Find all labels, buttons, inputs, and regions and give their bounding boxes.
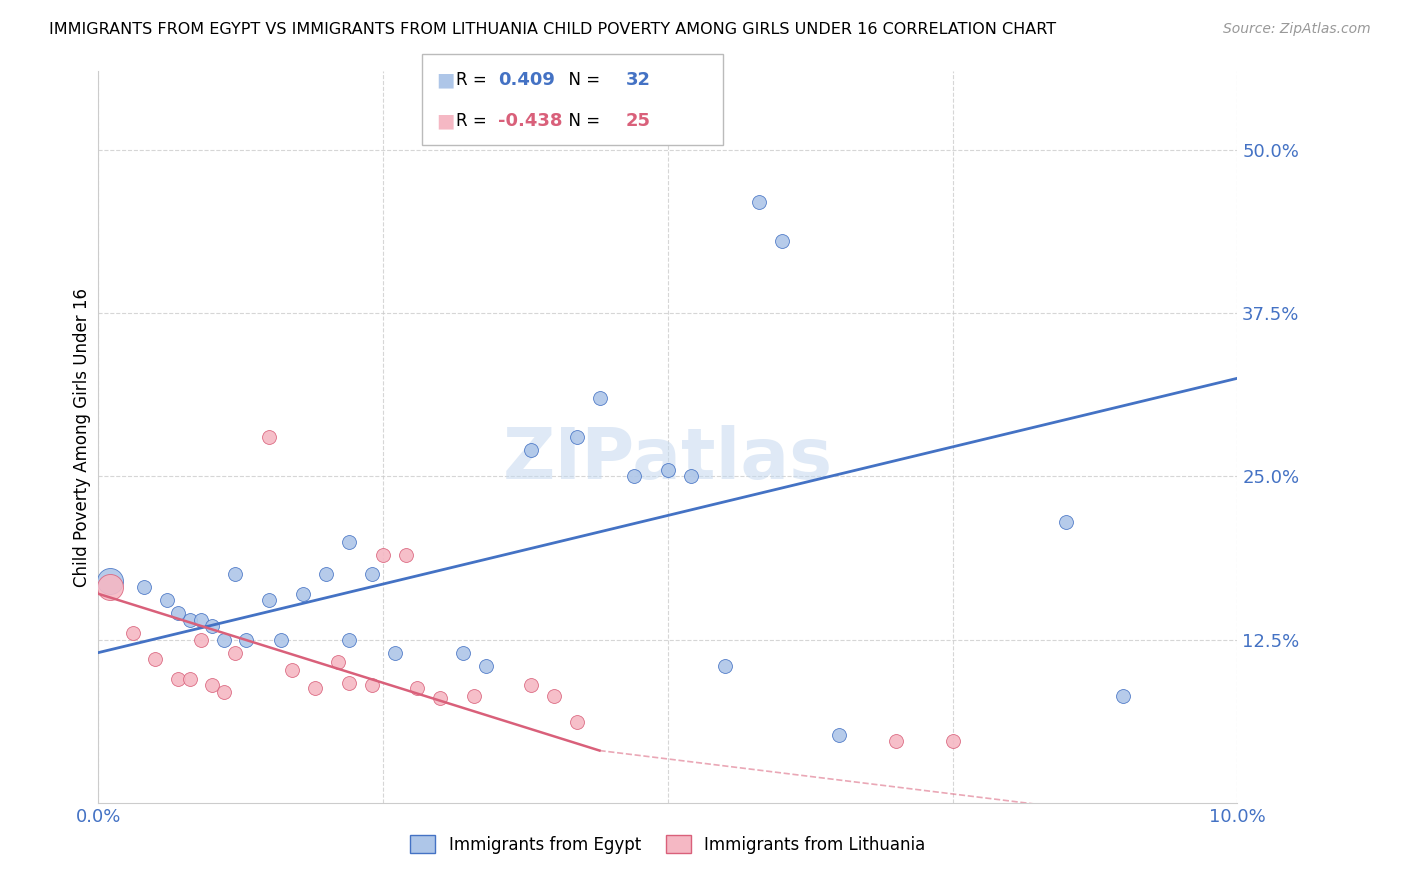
Legend: Immigrants from Egypt, Immigrants from Lithuania: Immigrants from Egypt, Immigrants from L… bbox=[404, 829, 932, 860]
Point bbox=[179, 613, 201, 627]
Text: ■: ■ bbox=[436, 70, 454, 89]
Point bbox=[395, 548, 418, 562]
Point bbox=[156, 593, 179, 607]
Point bbox=[270, 632, 292, 647]
Point bbox=[190, 632, 212, 647]
Point bbox=[828, 728, 851, 742]
Text: IMMIGRANTS FROM EGYPT VS IMMIGRANTS FROM LITHUANIA CHILD POVERTY AMONG GIRLS UND: IMMIGRANTS FROM EGYPT VS IMMIGRANTS FROM… bbox=[49, 22, 1056, 37]
Point bbox=[520, 443, 543, 458]
Point bbox=[259, 430, 281, 444]
Point bbox=[167, 672, 190, 686]
Point bbox=[679, 469, 702, 483]
Point bbox=[179, 672, 201, 686]
Point bbox=[281, 663, 304, 677]
Point bbox=[520, 678, 543, 692]
Point bbox=[360, 678, 382, 692]
Point bbox=[406, 681, 429, 695]
Point bbox=[384, 646, 406, 660]
Point bbox=[543, 689, 565, 703]
Point bbox=[588, 391, 610, 405]
Y-axis label: Child Poverty Among Girls Under 16: Child Poverty Among Girls Under 16 bbox=[73, 287, 91, 587]
Text: R =: R = bbox=[456, 70, 492, 89]
Text: 32: 32 bbox=[626, 70, 651, 89]
Text: -0.438: -0.438 bbox=[498, 112, 562, 130]
Point bbox=[326, 655, 349, 669]
Point bbox=[259, 593, 281, 607]
Point bbox=[337, 534, 360, 549]
Point bbox=[201, 619, 224, 633]
Point bbox=[167, 607, 190, 621]
Point bbox=[463, 689, 485, 703]
Point bbox=[770, 234, 793, 248]
Text: Source: ZipAtlas.com: Source: ZipAtlas.com bbox=[1223, 22, 1371, 37]
Text: N =: N = bbox=[558, 112, 606, 130]
Point bbox=[224, 567, 246, 582]
Text: ZIPatlas: ZIPatlas bbox=[503, 425, 832, 493]
Point bbox=[748, 194, 770, 209]
Point bbox=[657, 463, 679, 477]
Point bbox=[623, 469, 645, 483]
Point bbox=[121, 626, 143, 640]
Point bbox=[98, 580, 121, 594]
Point bbox=[201, 678, 224, 692]
Text: ■: ■ bbox=[436, 112, 454, 130]
Point bbox=[565, 714, 588, 729]
Point bbox=[429, 691, 451, 706]
Point bbox=[360, 567, 382, 582]
Point bbox=[212, 632, 235, 647]
Point bbox=[373, 548, 395, 562]
Point bbox=[224, 646, 246, 660]
Point bbox=[145, 652, 167, 666]
Text: 25: 25 bbox=[626, 112, 651, 130]
Point bbox=[1112, 689, 1135, 703]
Text: R =: R = bbox=[456, 112, 492, 130]
Point bbox=[235, 632, 257, 647]
Point bbox=[212, 685, 235, 699]
Point bbox=[337, 675, 360, 690]
Point bbox=[337, 632, 360, 647]
Point bbox=[1056, 515, 1078, 529]
Point bbox=[474, 658, 496, 673]
Point bbox=[315, 567, 337, 582]
Text: N =: N = bbox=[558, 70, 606, 89]
Point bbox=[98, 574, 121, 588]
Point bbox=[190, 613, 212, 627]
Point bbox=[451, 646, 474, 660]
Point bbox=[304, 681, 326, 695]
Point bbox=[884, 734, 907, 748]
Point bbox=[565, 430, 588, 444]
Point bbox=[292, 587, 315, 601]
Point bbox=[714, 658, 737, 673]
Point bbox=[942, 734, 965, 748]
Text: 0.409: 0.409 bbox=[498, 70, 554, 89]
Point bbox=[132, 580, 155, 594]
